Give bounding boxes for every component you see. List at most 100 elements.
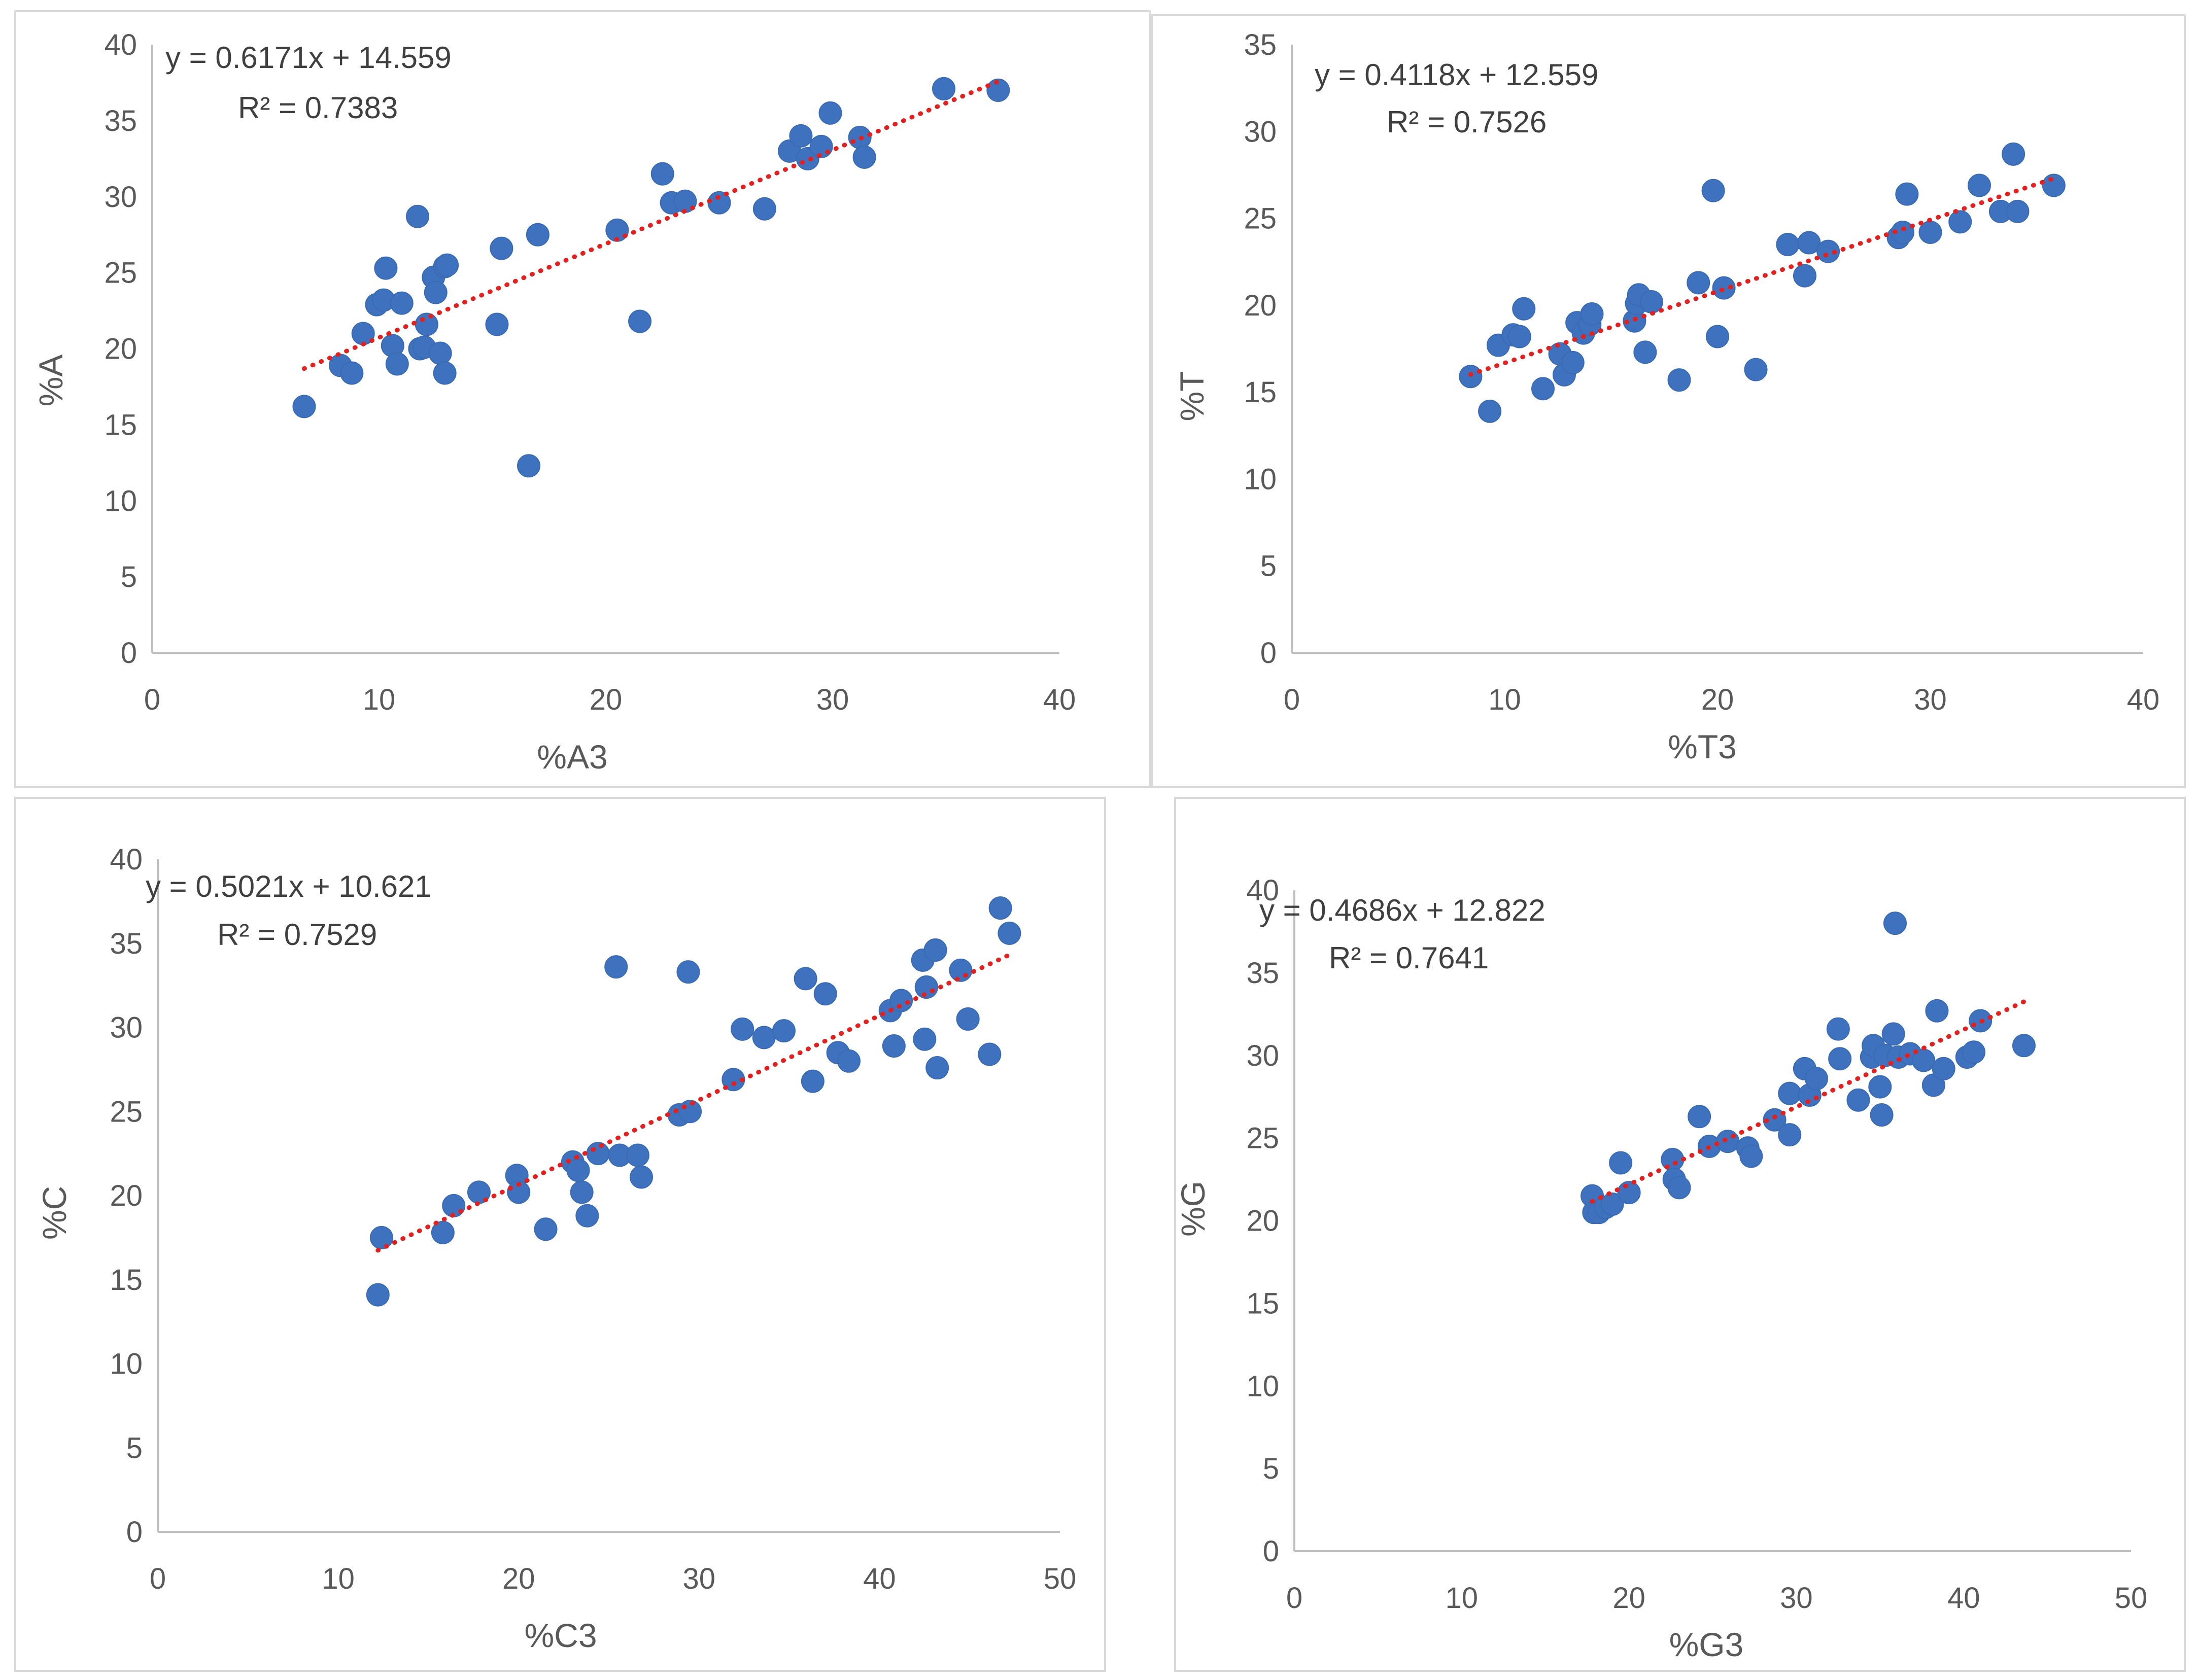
data-point (2006, 199, 2030, 223)
data-point (1826, 1017, 1850, 1041)
data-point (923, 938, 947, 962)
y-tick-label: 25 (110, 1095, 143, 1128)
y-tick-label: 40 (104, 28, 137, 61)
data-point (292, 395, 316, 418)
data-point (517, 454, 541, 478)
data-point (1932, 1057, 1955, 1080)
data-point (566, 1159, 590, 1182)
r-squared-label: R² = 0.7529 (217, 918, 377, 952)
chart-frame (14, 10, 1151, 788)
y-tick-label: 15 (104, 408, 137, 441)
y-tick-label: 25 (1244, 202, 1277, 235)
data-point (852, 145, 876, 169)
x-axis-title: %A3 (537, 738, 607, 776)
y-tick-label: 25 (1246, 1122, 1279, 1155)
data-point (1793, 264, 1816, 288)
data-point (1706, 325, 1729, 348)
data-point (626, 1143, 649, 1167)
data-point (949, 958, 973, 982)
data-point (1600, 1192, 1624, 1216)
data-point (882, 1034, 906, 1058)
y-tick-label: 10 (104, 484, 137, 517)
trendline-equation: y = 0.4118x + 12.559 (1315, 58, 1598, 92)
y-tick-label: 30 (1244, 115, 1277, 148)
data-point (405, 204, 429, 228)
data-point (925, 1056, 949, 1080)
data-point (1580, 302, 1604, 326)
data-point (1778, 1123, 1802, 1147)
data-point (1512, 297, 1536, 321)
chart-frame (1151, 14, 2186, 788)
data-point (1804, 1067, 1828, 1091)
y-axis-title: %C (36, 1186, 73, 1240)
data-point (1797, 231, 1821, 255)
x-tick-label: 20 (502, 1562, 535, 1595)
y-tick-label: 0 (121, 637, 137, 670)
x-tick-label: 0 (144, 683, 160, 716)
trendline-equation: y = 0.6171x + 14.559 (165, 41, 452, 75)
chart-percent-g: 0 5 10 15 20 25 30 35 40 0 10 20 30 40 50 %G3 %G y = … (1174, 797, 2186, 1672)
data-point (1778, 1081, 1802, 1105)
data-point (913, 1027, 937, 1051)
data-point (630, 1165, 654, 1189)
x-tick-label: 40 (1043, 683, 1076, 716)
x-tick-label: 30 (816, 683, 849, 716)
y-tick-label: 40 (110, 843, 143, 876)
y-tick-label: 25 (104, 257, 137, 290)
data-point (1881, 1022, 1905, 1046)
data-point (1846, 1088, 1870, 1112)
data-point (1925, 999, 1949, 1023)
r-squared-label: R² = 0.7383 (238, 91, 398, 125)
data-point (415, 312, 438, 336)
data-point (1828, 1047, 1852, 1071)
r-squared-label: R² = 0.7526 (1387, 105, 1547, 139)
data-point (1763, 1108, 1787, 1132)
data-point (813, 982, 837, 1006)
trendline (301, 79, 1001, 371)
data-point (1716, 1130, 1740, 1153)
data-point (837, 1049, 861, 1073)
y-tick-label: 30 (104, 181, 137, 214)
y-tick-label: 5 (1260, 550, 1277, 583)
trendline-equation: y = 0.5021x + 10.621 (146, 869, 432, 903)
data-point (586, 1142, 610, 1166)
data-point (2002, 142, 2025, 166)
data-point (978, 1042, 1002, 1066)
x-tick-label: 40 (863, 1562, 896, 1595)
data-point (1883, 912, 1907, 935)
x-axis-title: %G3 (1669, 1626, 1744, 1663)
x-tick-label: 40 (2127, 683, 2160, 716)
data-point (1870, 1103, 1894, 1127)
data-point (435, 253, 459, 277)
chart-percent-a: 0 5 10 15 20 25 30 35 40 0 10 20 30 40 %A3 %A y = 0.… (14, 10, 1151, 788)
x-tick-label: 0 (1284, 683, 1300, 716)
y-tick-label: 30 (110, 1011, 143, 1044)
y-axis-title: %T (1173, 371, 1211, 422)
data-point (1561, 351, 1585, 374)
x-tick-label: 30 (1780, 1582, 1813, 1615)
y-tick-label: 5 (1263, 1452, 1279, 1485)
data-point (1688, 1105, 1711, 1129)
y-tick-label: 5 (121, 561, 137, 593)
data-point (998, 921, 1021, 945)
data-point (526, 223, 550, 247)
data-point (1531, 377, 1555, 401)
y-tick-label: 10 (1244, 463, 1277, 496)
data-point (2042, 173, 2066, 197)
data-point (534, 1217, 558, 1241)
trendline (375, 952, 1014, 1253)
y-tick-label: 40 (1246, 874, 1279, 907)
data-point (818, 101, 842, 125)
y-axis-title: %A (32, 355, 70, 407)
y-tick-label: 10 (110, 1348, 143, 1381)
data-point (1617, 1181, 1641, 1205)
data-point (801, 1069, 825, 1093)
x-tick-label: 50 (2115, 1582, 2148, 1615)
data-point (956, 1007, 980, 1031)
data-point (431, 1220, 455, 1244)
data-point (385, 352, 409, 376)
data-point (794, 967, 817, 991)
data-point (1891, 220, 1914, 244)
data-point (570, 1180, 594, 1204)
data-point (1739, 1144, 1763, 1168)
